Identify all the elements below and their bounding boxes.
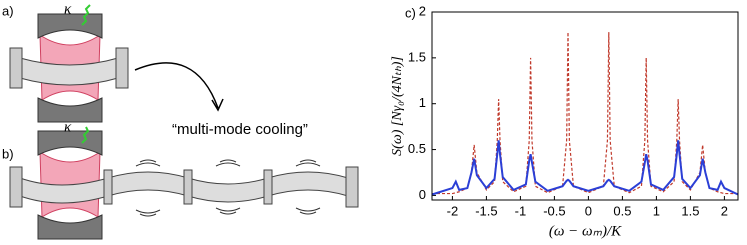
caption: “multi-mode cooling” bbox=[172, 121, 308, 138]
x-axis-label: (ω − ωₘ)/K bbox=[549, 223, 622, 239]
support bbox=[345, 166, 359, 208]
photon bbox=[81, 126, 90, 144]
y-tick-label: 1 bbox=[419, 95, 426, 110]
y-tick-label: 1.5 bbox=[408, 49, 426, 64]
support bbox=[9, 166, 23, 208]
x-tick-label: -0.5 bbox=[543, 203, 565, 218]
mirror bbox=[37, 13, 103, 39]
x-tick-label: 0 bbox=[585, 203, 592, 218]
x-tick-label: 0.5 bbox=[613, 203, 631, 218]
series-line bbox=[432, 32, 738, 195]
y-tick-label: 2 bbox=[419, 3, 426, 18]
series-line bbox=[431, 140, 739, 196]
x-tick-label: 1 bbox=[653, 203, 660, 218]
arrow-head bbox=[211, 98, 224, 112]
x-tick-label: -2 bbox=[447, 203, 459, 218]
diagram bbox=[9, 4, 359, 240]
plot-frame bbox=[431, 11, 739, 201]
support bbox=[9, 47, 23, 89]
y-tick-label: 0 bbox=[419, 187, 426, 202]
panel-label: a) bbox=[2, 3, 14, 18]
y-axis-label: S(ω) [Nγ₀/(4Nₜₕ)] bbox=[390, 56, 405, 156]
photon bbox=[81, 4, 91, 26]
vibration bbox=[215, 159, 241, 215]
mirror bbox=[37, 97, 103, 123]
support bbox=[103, 169, 113, 205]
y-tick-label: 0.5 bbox=[408, 141, 426, 156]
vibration bbox=[135, 159, 161, 217]
kappa: κ bbox=[64, 119, 72, 135]
panel-label: c) bbox=[405, 5, 416, 20]
kappa: κ bbox=[64, 1, 72, 17]
support bbox=[183, 169, 193, 205]
arrow bbox=[134, 62, 219, 109]
support bbox=[263, 169, 273, 205]
x-tick-label: 2 bbox=[721, 203, 728, 218]
x-tick-label: 1.5 bbox=[681, 203, 699, 218]
vibration bbox=[295, 159, 321, 215]
x-tick-label: -1.5 bbox=[475, 203, 497, 218]
mirror bbox=[37, 214, 103, 240]
support bbox=[115, 47, 129, 89]
panel-label: b) bbox=[2, 146, 14, 161]
x-tick-label: -1 bbox=[515, 203, 527, 218]
